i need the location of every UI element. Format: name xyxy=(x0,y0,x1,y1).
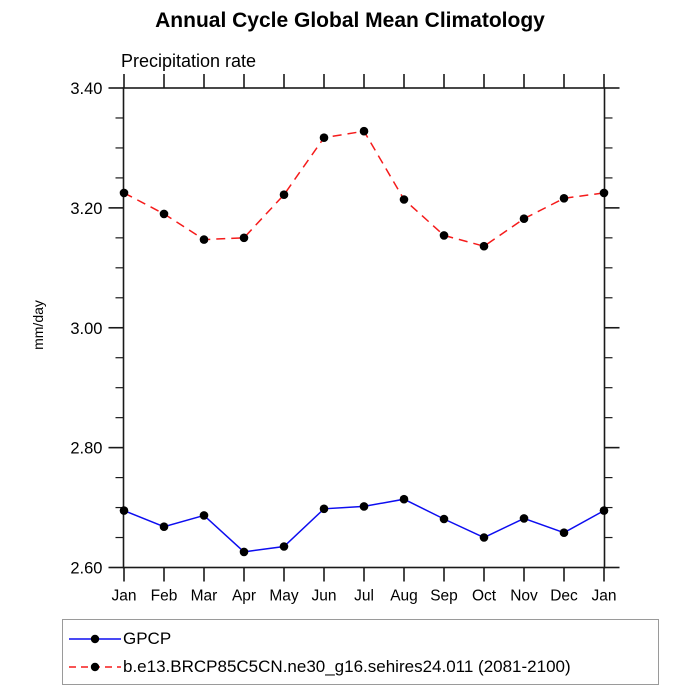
x-tick-label: Dec xyxy=(550,588,578,605)
x-tick-label: Feb xyxy=(151,588,178,605)
data-point-marker xyxy=(119,188,129,198)
data-point-marker xyxy=(399,494,409,504)
data-point-marker xyxy=(359,502,369,511)
x-tick-label: Apr xyxy=(232,588,256,605)
series-gpcp xyxy=(119,494,609,557)
legend-label-gpcp: GPCP xyxy=(123,629,172,648)
data-point-marker xyxy=(439,231,449,240)
data-point-marker xyxy=(599,188,609,198)
data-point-marker xyxy=(119,506,129,515)
x-tick-label: Jan xyxy=(112,588,137,605)
y-tick-label: 3.40 xyxy=(70,80,102,98)
data-point-marker xyxy=(319,504,329,514)
data-point-marker xyxy=(159,209,169,219)
data-point-marker xyxy=(239,233,249,243)
data-point-marker xyxy=(279,542,289,551)
data-point-marker xyxy=(239,547,249,557)
data-point-marker xyxy=(399,195,409,204)
x-tick-label: Oct xyxy=(472,588,497,605)
data-point-marker xyxy=(359,126,369,136)
data-point-marker xyxy=(439,514,449,524)
x-tick-label: Mar xyxy=(191,588,218,605)
data-point-marker xyxy=(479,533,489,542)
legend: GPCP b.e13.BRCP85C5CN.ne30_g16.sehires24… xyxy=(62,619,659,685)
legend-label-model: b.e13.BRCP85C5CN.ne30_g16.sehires24.011 … xyxy=(123,657,571,676)
data-point-marker xyxy=(159,522,169,531)
chart-title: Annual Cycle Global Mean Climatology xyxy=(155,9,545,32)
x-tick-label: Jan xyxy=(592,588,617,605)
series-model xyxy=(119,126,609,251)
x-tick-label: Jul xyxy=(354,588,374,605)
data-point-marker xyxy=(559,528,569,537)
data-point-marker xyxy=(479,241,489,251)
x-tick-label: Nov xyxy=(510,588,538,605)
y-tick-label: 3.20 xyxy=(70,200,102,218)
y-tick-label: 3.00 xyxy=(70,320,102,338)
data-point-marker xyxy=(519,514,529,523)
chart-subtitle: Precipitation rate xyxy=(121,51,257,71)
tick-labels-group: Jan Feb Mar Apr May Jun Jul Aug Sep Oct Nov Dec Jan 2… xyxy=(70,80,616,605)
data-point-marker xyxy=(519,214,529,223)
legend-item-gpcp: GPCP xyxy=(67,625,658,653)
data-point-marker xyxy=(599,506,609,515)
data-point-marker xyxy=(319,133,329,142)
y-tick-label: 2.80 xyxy=(70,440,102,458)
x-tick-label: May xyxy=(269,588,299,605)
x-tick-label: Sep xyxy=(430,588,458,605)
data-point-marker xyxy=(559,194,569,203)
y-tick-label: 2.60 xyxy=(70,560,102,578)
legend-item-model: b.e13.BRCP85C5CN.ne30_g16.sehires24.011 … xyxy=(67,653,658,681)
data-point-marker xyxy=(279,190,289,199)
x-tick-label: Aug xyxy=(390,588,418,605)
x-tick-label: Jun xyxy=(312,588,337,605)
data-point-marker xyxy=(199,511,209,520)
gpcp-line-marker-icon xyxy=(69,634,121,644)
axes-group xyxy=(108,74,620,582)
data-point-marker xyxy=(199,235,209,244)
model-dashed-line-marker-icon xyxy=(69,662,121,672)
